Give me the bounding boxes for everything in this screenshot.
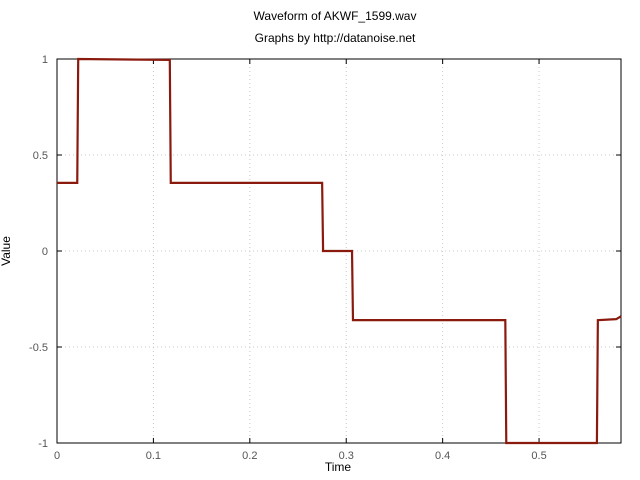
chart-title: Waveform of AKWF_1599.wav (254, 9, 417, 23)
y-tick-label: -0.5 (29, 342, 48, 354)
x-axis-label: Time (325, 460, 352, 474)
y-tick-label: 0.5 (33, 150, 48, 162)
x-tick-label: 0 (54, 450, 60, 462)
chart-subtitle: Graphs by http://datanoise.net (255, 31, 416, 45)
x-tick-label: 0.1 (146, 450, 161, 462)
y-axis-label: Value (0, 236, 13, 266)
x-tick-label: 0.3 (339, 450, 354, 462)
series-layer (57, 57, 622, 445)
x-tick-labels: 0 0.1 0.2 0.3 0.4 0.5 (54, 450, 547, 462)
x-tick-label: 0.5 (531, 450, 546, 462)
waveform-line (57, 57, 622, 445)
x-tick-label: 0.4 (435, 450, 450, 462)
y-tick-label: 1 (42, 54, 48, 66)
y-tick-label: -1 (38, 438, 48, 450)
y-tick-label: 0 (42, 246, 48, 258)
axis-ticks (56, 58, 621, 444)
x-tick-label: 0.2 (242, 450, 257, 462)
y-tick-labels: 1 0.5 0 -0.5 -1 (29, 54, 48, 450)
